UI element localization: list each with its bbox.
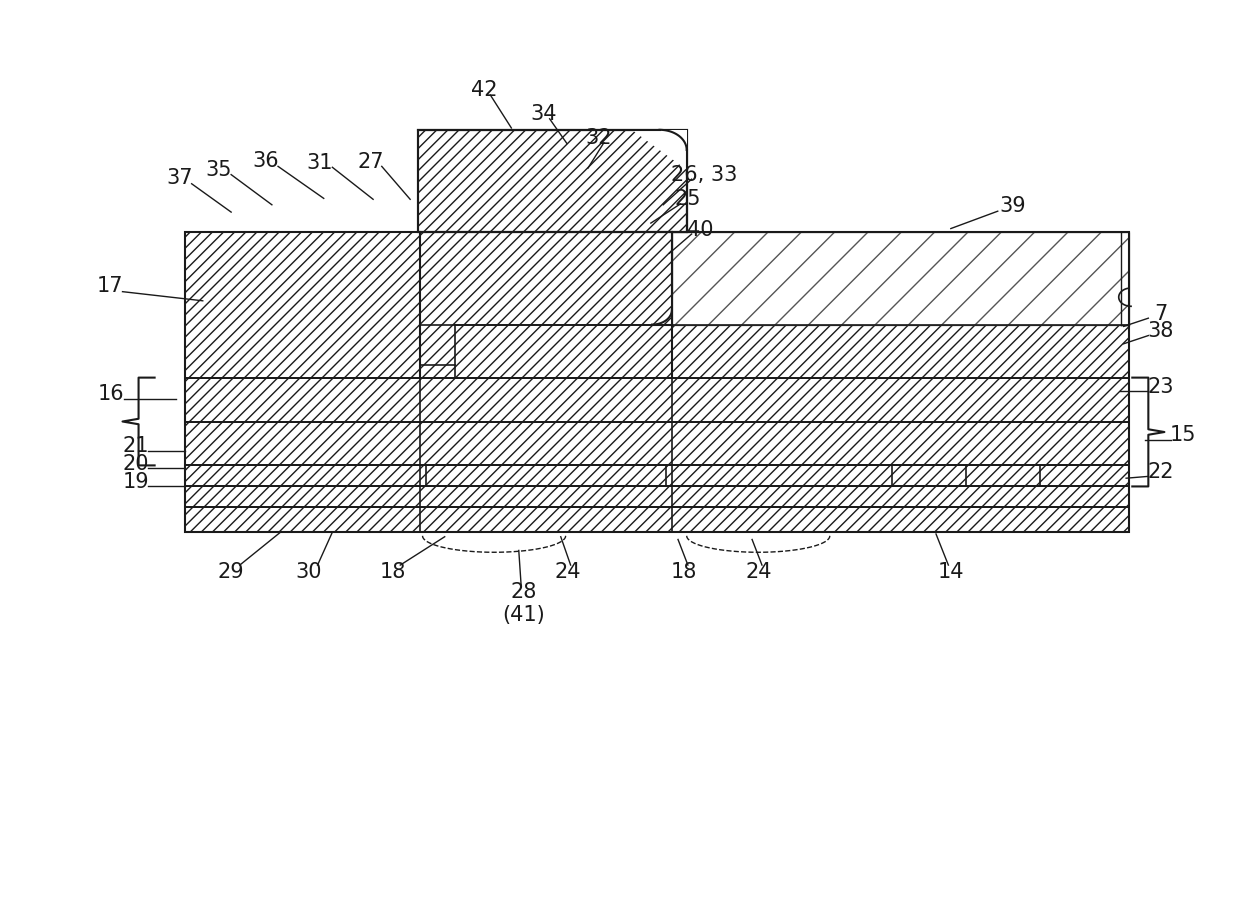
Text: 17: 17 [97, 276, 124, 296]
Bar [418, 130, 687, 233]
Bar [186, 422, 1128, 466]
Text: 16: 16 [98, 384, 125, 403]
Bar [186, 487, 1128, 508]
Text: 36: 36 [253, 151, 279, 171]
Text: 28
(41): 28 (41) [502, 582, 546, 625]
Text: 27: 27 [357, 152, 384, 172]
Text: 42: 42 [471, 80, 497, 99]
Bar [420, 233, 672, 379]
Text: 35: 35 [206, 160, 232, 180]
Text: 23: 23 [1147, 377, 1174, 396]
Text: 25: 25 [675, 189, 701, 210]
Text: 19: 19 [123, 471, 149, 492]
Text: 26, 33: 26, 33 [671, 165, 737, 185]
Text: 30: 30 [295, 561, 322, 581]
Text: 20: 20 [123, 453, 149, 473]
Text: 24: 24 [745, 561, 771, 581]
Bar [186, 233, 420, 379]
Polygon shape [632, 130, 687, 171]
Text: 31: 31 [306, 153, 334, 173]
Text: 21: 21 [123, 436, 149, 456]
Bar [186, 233, 1128, 533]
Text: 15: 15 [1169, 425, 1197, 445]
Bar [186, 508, 1128, 533]
Bar [672, 233, 1128, 325]
Text: 18: 18 [671, 561, 697, 581]
Text: 22: 22 [1147, 461, 1174, 482]
Text: 7: 7 [1154, 303, 1167, 323]
Bar [186, 379, 1128, 422]
Bar [418, 130, 687, 233]
Text: 32: 32 [585, 128, 613, 148]
Bar [672, 325, 1128, 379]
Text: 29: 29 [218, 561, 244, 581]
Text: 39: 39 [999, 196, 1025, 216]
Text: 14: 14 [937, 561, 963, 581]
Text: 34: 34 [531, 104, 557, 124]
Text: 40: 40 [687, 220, 713, 239]
Text: 37: 37 [166, 168, 192, 188]
Text: 24: 24 [556, 561, 582, 581]
Text: 18: 18 [379, 561, 405, 581]
Bar [186, 466, 1128, 487]
Text: 38: 38 [1147, 321, 1174, 341]
